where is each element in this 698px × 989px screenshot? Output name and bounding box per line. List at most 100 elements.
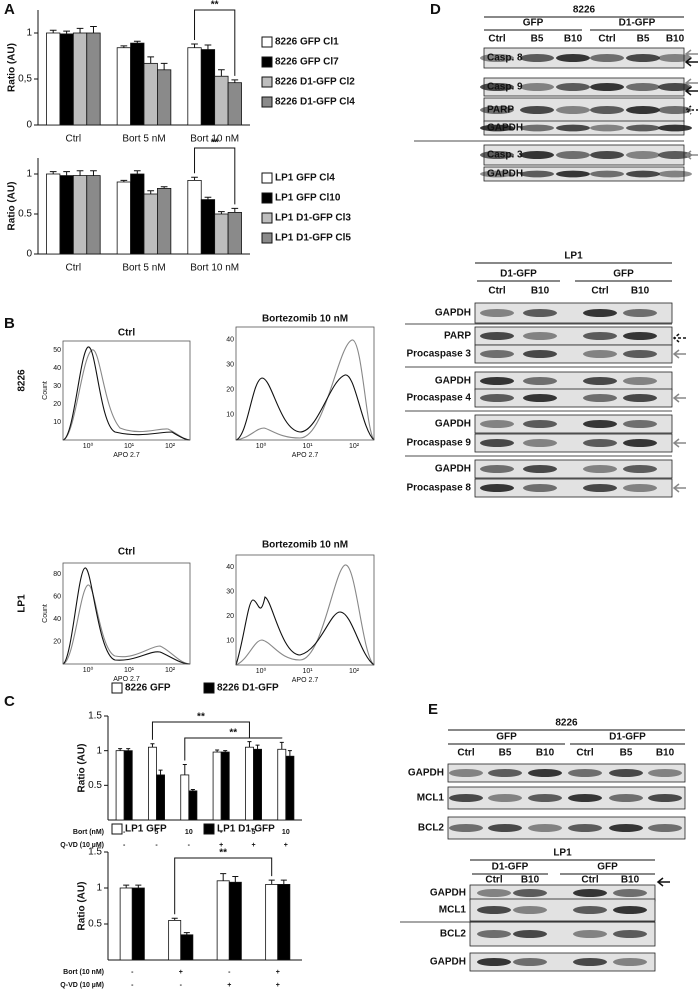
group-label: GFP	[613, 269, 634, 280]
x-row-value: -	[228, 969, 231, 976]
band	[477, 889, 511, 897]
arrow	[672, 393, 686, 403]
significance-label: **	[197, 712, 205, 723]
error-bar	[158, 769, 163, 775]
panel-label: B	[4, 315, 15, 332]
blot-strip	[447, 763, 686, 783]
flow-x-tick: 10⁰	[83, 666, 94, 674]
band	[523, 439, 557, 447]
lane-label: B10	[621, 875, 640, 886]
band	[480, 106, 514, 114]
band	[568, 794, 602, 802]
x-row-label: Q-VD (10 µM)	[60, 842, 104, 849]
legend-label: 8226 D1-GFP Cl4	[275, 97, 355, 108]
band	[528, 769, 562, 777]
legend-swatch	[261, 96, 273, 108]
x-tick-label: Bort 10 nM	[190, 134, 239, 145]
error-bar	[76, 27, 84, 33]
blot-strip	[474, 344, 673, 364]
lane-label: B10	[536, 748, 555, 759]
flow-x-tick: 10²	[165, 667, 176, 674]
bar	[86, 175, 101, 255]
significance-bracket	[174, 857, 273, 915]
flow-x-tick: 10⁰	[83, 442, 94, 450]
bar	[277, 884, 291, 961]
flow-y-tick: 10	[226, 412, 234, 419]
arrow	[684, 78, 698, 88]
band	[480, 170, 514, 178]
row-label: GAPDH	[435, 419, 471, 430]
error-bar	[133, 40, 141, 44]
band	[488, 794, 522, 802]
lane-label: Ctrl	[488, 34, 505, 45]
error-bar	[76, 170, 84, 176]
significance-bracket	[194, 147, 236, 205]
band	[556, 170, 590, 178]
legend-label: 8226 GFP Cl1	[275, 37, 339, 48]
error-bar	[232, 875, 239, 883]
error-bar	[204, 196, 212, 200]
band	[583, 377, 617, 385]
bar	[265, 884, 279, 961]
significance-bracket	[184, 737, 283, 761]
band	[520, 83, 554, 91]
y-tick-label: 1	[26, 169, 32, 180]
error-bar	[223, 750, 228, 753]
flow-x-tick: 10²	[349, 668, 360, 675]
group-label: GFP	[496, 732, 517, 743]
x-row-value: -	[131, 969, 134, 976]
y-tick-label: 1.5	[88, 711, 102, 722]
lane-label: Ctrl	[485, 875, 502, 886]
row-label: Casp. 9	[487, 82, 523, 93]
row-label: MCL1	[439, 905, 467, 916]
band	[556, 54, 590, 62]
legend-swatch	[261, 56, 273, 68]
bar	[59, 33, 74, 126]
band	[513, 906, 547, 914]
flow-x-label: APO 2.7	[113, 676, 140, 683]
band	[528, 794, 562, 802]
lane-label: B5	[620, 748, 633, 759]
band	[613, 930, 647, 938]
band	[583, 332, 617, 340]
band	[590, 124, 624, 132]
band	[658, 54, 692, 62]
significance-label: **	[219, 848, 227, 859]
bar	[130, 42, 145, 126]
flow-y-tick: 30	[226, 362, 234, 369]
flow-x-tick: 10⁰	[256, 442, 267, 450]
row-label: BCL2	[418, 823, 445, 834]
x-tick-label: Ctrl	[66, 263, 82, 274]
blot-strip	[474, 478, 673, 498]
bar	[187, 47, 202, 126]
error-bar	[191, 43, 198, 48]
band	[623, 465, 657, 473]
error-bar	[123, 884, 130, 888]
flow-title: Ctrl	[118, 547, 135, 558]
lane-label: B10	[631, 286, 650, 297]
group-label: D1-GFP	[609, 732, 646, 743]
band	[623, 420, 657, 428]
band	[520, 106, 554, 114]
flow-y-tick: 40	[226, 564, 234, 571]
group-label: GFP	[523, 18, 544, 29]
bar	[227, 82, 242, 126]
legend-label: LP1 GFP	[125, 824, 167, 835]
arrow	[684, 105, 698, 115]
band	[613, 889, 647, 897]
bar	[72, 175, 88, 255]
flow-x-tick: 10¹	[124, 443, 135, 450]
group-label: D1-GFP	[619, 18, 656, 29]
error-bar	[63, 30, 70, 34]
legend-swatch	[261, 172, 273, 184]
band	[480, 484, 514, 492]
flow-row-label: LP1	[17, 594, 28, 613]
band	[573, 906, 607, 914]
band	[623, 350, 657, 358]
blot-strip	[474, 433, 673, 453]
error-bar	[90, 26, 97, 33]
error-bar	[218, 69, 225, 77]
blot-strip	[469, 952, 656, 972]
panel-label: A	[4, 1, 15, 18]
y-tick-label: 0.5	[88, 919, 102, 930]
